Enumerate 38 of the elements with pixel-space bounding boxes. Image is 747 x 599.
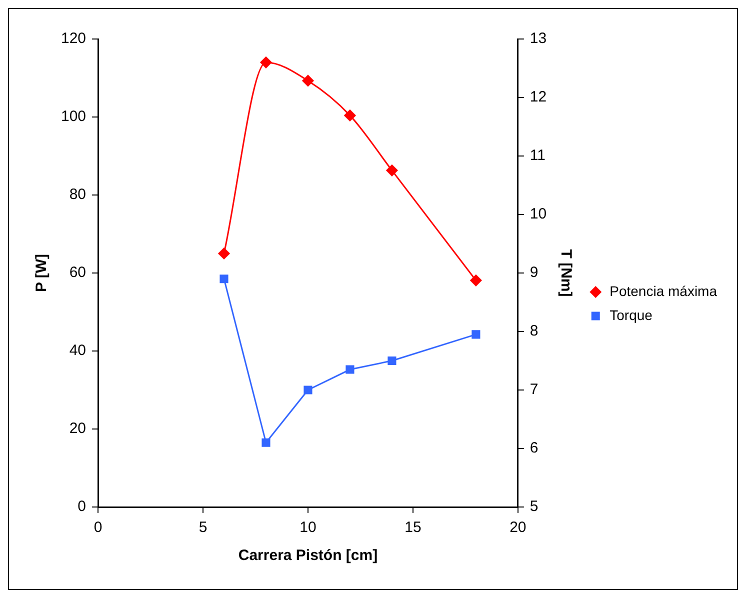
y2-tick-label: 8 — [530, 322, 538, 340]
point — [262, 438, 270, 447]
y2-tick-label: 12 — [530, 88, 547, 106]
y-tick-label: 80 — [69, 186, 86, 204]
point — [472, 330, 480, 339]
y-tick-label: 20 — [69, 420, 86, 438]
point — [260, 56, 272, 68]
x-tick-label: 5 — [198, 519, 208, 536]
point — [344, 110, 356, 122]
legend-label: Potencia máxima — [610, 282, 718, 299]
y2-tick-label: 10 — [530, 206, 547, 223]
point — [388, 356, 396, 366]
y2-tick-label: 6 — [530, 440, 538, 457]
y-axis-title: P [W] — [33, 254, 50, 292]
y-tick-label: 0 — [78, 498, 86, 516]
point — [346, 365, 354, 374]
y2-tick-label: 9 — [530, 264, 538, 282]
x-tick-label: 0 — [94, 519, 102, 536]
x-tick-label: 10 — [300, 519, 316, 536]
y2-tick-label: 11 — [530, 147, 546, 164]
y2-tick-label: 13 — [530, 30, 547, 48]
y2-tick-label: 7 — [530, 381, 538, 398]
point — [304, 386, 312, 394]
y2-axis-title: T [Nm] — [557, 249, 574, 297]
point — [386, 164, 398, 176]
y-tick-label: 60 — [69, 264, 86, 282]
legend-label: Torque — [610, 306, 653, 323]
point — [218, 248, 230, 260]
point — [302, 74, 314, 86]
x-tick-label: 20 — [510, 519, 526, 536]
x-tick-label: 15 — [404, 519, 422, 536]
y2-tick-label: 5 — [530, 498, 538, 516]
y-tick-label: 40 — [69, 342, 86, 360]
point — [470, 274, 482, 286]
y-tick-label: 120 — [60, 30, 86, 48]
x-axis-title: Carrera Pistón [cm] — [238, 547, 378, 564]
point — [220, 274, 228, 284]
y-tick-label: 100 — [60, 108, 86, 126]
